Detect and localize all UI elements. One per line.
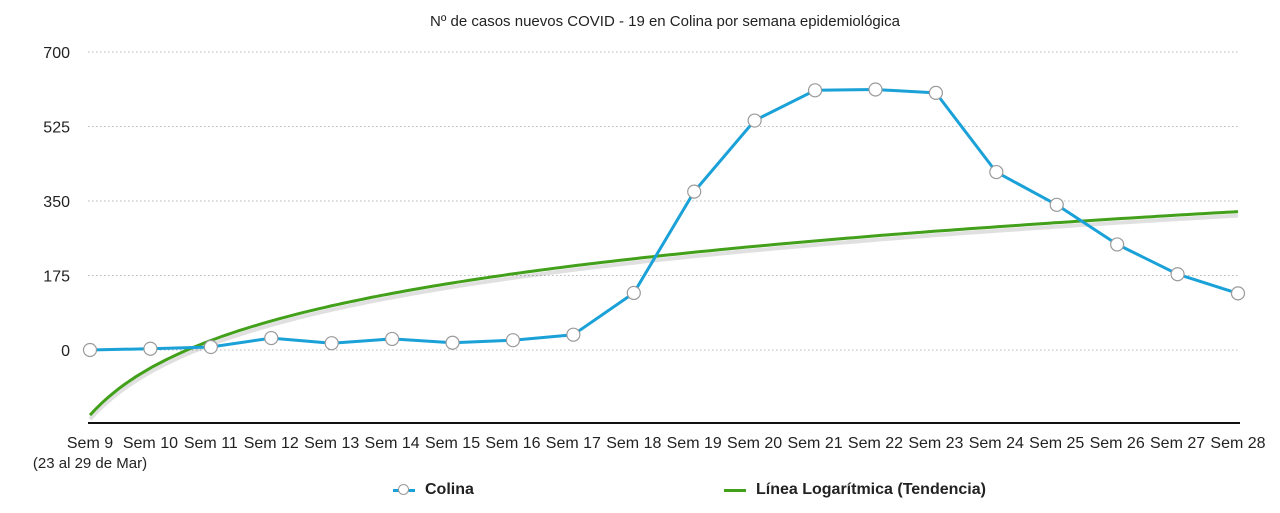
data-point[interactable]	[868, 82, 883, 97]
data-point[interactable]	[324, 336, 339, 351]
y-tick-label: 0	[61, 343, 70, 360]
x-tick-sublabel: (23 al 29 de Mar)	[33, 455, 147, 472]
legend-item-colina[interactable]: Colina	[393, 481, 474, 499]
data-point[interactable]	[989, 164, 1004, 180]
x-tick-label: Sem 15	[425, 435, 480, 452]
x-tick-label: Sem 17	[546, 435, 601, 452]
data-point[interactable]	[1049, 197, 1064, 212]
x-tick-label: Sem 12	[244, 435, 299, 452]
x-tick-label: Sem 19	[667, 435, 722, 452]
x-tick-label: Sem 24	[969, 435, 1024, 452]
x-tick-label: Sem 9	[67, 435, 113, 452]
y-tick-label: 700	[43, 45, 70, 62]
x-tick-label: Sem 16	[485, 435, 540, 452]
data-point[interactable]	[264, 330, 279, 346]
x-tick-label: Sem 27	[1150, 435, 1205, 452]
data-point[interactable]	[747, 113, 762, 128]
legend-item-tendencia[interactable]: Línea Logarítmica (Tendencia)	[724, 481, 986, 499]
data-point[interactable]	[687, 184, 702, 199]
legend-swatch-tendencia	[724, 484, 746, 496]
data-point[interactable]	[1170, 267, 1185, 282]
data-point[interactable]	[82, 342, 98, 358]
x-tick-label: Sem 25	[1029, 435, 1084, 452]
data-point[interactable]	[143, 341, 158, 356]
x-tick-label: Sem 14	[365, 435, 420, 452]
trend-shadow	[88, 213, 1239, 421]
data-point[interactable]	[1230, 286, 1246, 301]
data-point[interactable]	[566, 327, 581, 342]
legend-swatch-colina	[393, 484, 415, 496]
legend-label-colina: Colina	[425, 481, 474, 498]
chart-title: Nº de casos nuevos COVID - 19 en Colina …	[430, 13, 900, 30]
data-point[interactable]	[445, 335, 460, 350]
x-tick-label: Sem 28	[1210, 435, 1265, 452]
legend-label-tendencia: Línea Logarítmica (Tendencia)	[756, 481, 986, 498]
data-point[interactable]	[626, 285, 641, 301]
x-tick-label: Sem 11	[184, 435, 238, 452]
trend-series	[88, 210, 1239, 421]
y-axis-ticks: 0 175 350 525 700	[43, 45, 70, 360]
legend: Colina Línea Logarítmica (Tendencia)	[0, 481, 1280, 505]
data-point[interactable]	[385, 331, 400, 347]
x-tick-label: Sem 23	[908, 435, 963, 452]
data-point[interactable]	[505, 333, 521, 348]
trend-line	[88, 210, 1239, 417]
data-point[interactable]	[203, 339, 218, 355]
x-tick-label: Sem 13	[304, 435, 359, 452]
x-tick-label: Sem 21	[787, 435, 842, 452]
colina-line	[89, 88, 1239, 352]
y-tick-label: 350	[43, 194, 70, 211]
x-tick-label: Sem 18	[606, 435, 661, 452]
data-point[interactable]	[1110, 237, 1125, 252]
y-tick-label: 175	[43, 269, 70, 286]
x-tick-label: Sem 26	[1090, 435, 1145, 452]
gridlines	[88, 51, 1240, 351]
x-tick-label: Sem 22	[848, 435, 903, 452]
data-point[interactable]	[928, 85, 943, 100]
colina-series	[82, 82, 1246, 358]
data-point[interactable]	[807, 83, 823, 98]
x-tick-label: Sem 20	[727, 435, 782, 452]
y-tick-label: 525	[43, 120, 70, 137]
x-tick-label: Sem 10	[123, 435, 178, 452]
x-axis-ticks: Sem 9 Sem 10 Sem 11 Sem 12 Sem 13 Sem 14 Sem 1…	[33, 435, 1266, 472]
